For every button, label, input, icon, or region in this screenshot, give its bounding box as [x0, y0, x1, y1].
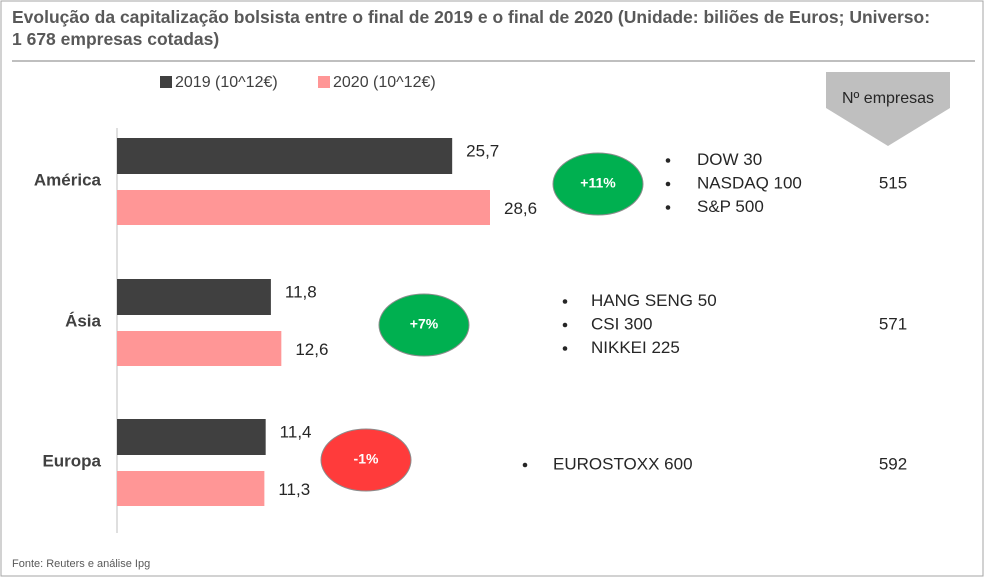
- legend-swatch: [160, 76, 172, 88]
- category-label: Ásia: [65, 311, 101, 330]
- value-label: 11,4: [280, 422, 312, 441]
- change-bubble: [552, 152, 644, 216]
- header-shape: [826, 72, 950, 146]
- index-label: NIKKEI 225: [591, 338, 680, 357]
- legend-swatch: [318, 76, 330, 88]
- change-label: +11%: [580, 175, 616, 191]
- value-label: 25,7: [466, 141, 499, 160]
- change-label: -1%: [354, 451, 379, 467]
- change-label: +7%: [410, 316, 439, 332]
- bullet: [665, 158, 671, 163]
- bar: [117, 419, 266, 455]
- legend-label: 2019 (10^12€): [175, 74, 278, 91]
- index-label: NASDAQ 100: [697, 173, 802, 192]
- bullet: [665, 205, 671, 210]
- value-label: 11,8: [285, 282, 317, 301]
- index-label: S&P 500: [697, 197, 764, 216]
- index-label: CSI 300: [591, 314, 652, 333]
- index-label: HANG SENG 50: [591, 291, 717, 310]
- companies-count: 515: [879, 173, 907, 192]
- legend-label: 2020 (10^12€): [333, 74, 436, 91]
- bullet: [522, 462, 528, 468]
- value-label: 12,6: [295, 340, 328, 359]
- bullet: [562, 299, 568, 304]
- change-bubble: [320, 428, 412, 492]
- index-label: DOW 30: [697, 150, 762, 169]
- bullet: [562, 346, 568, 351]
- value-label: 11,3: [278, 480, 310, 499]
- bar: [117, 471, 265, 506]
- bullet: [562, 322, 568, 328]
- companies-header: Nº empresas: [842, 90, 934, 107]
- category-label: América: [34, 170, 102, 189]
- category-label: Europa: [42, 451, 101, 470]
- bar: [117, 138, 453, 174]
- chart-title: Evolução da capitalização bolsista entre…: [12, 7, 931, 49]
- companies-count: 571: [879, 314, 907, 333]
- bar: [117, 279, 271, 315]
- companies-count: 592: [879, 454, 907, 473]
- bullet: [665, 181, 671, 187]
- bar: [117, 331, 282, 366]
- value-label: 28,6: [504, 199, 537, 218]
- index-label: EUROSTOXX 600: [553, 454, 693, 473]
- source: Fonte: Reuters e análise Ipg: [12, 558, 150, 570]
- change-bubble: [378, 293, 470, 357]
- bar: [117, 190, 490, 225]
